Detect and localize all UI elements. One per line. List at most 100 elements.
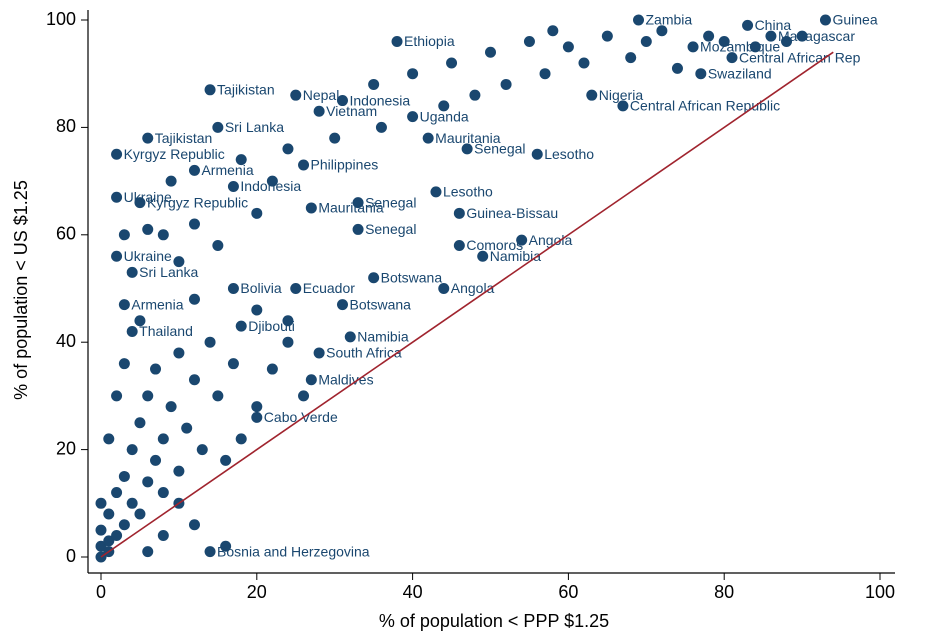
point-label: Comoros [466,237,523,253]
point [368,272,380,284]
point-label: Tajikistan [217,82,275,98]
point-label: Cabo Verde [264,409,338,425]
point [188,519,200,531]
point [188,164,200,176]
point [204,546,216,558]
point-label: Sri Lanka [139,264,198,280]
point [103,535,115,547]
point-label: Zambia [646,12,693,28]
point [336,299,348,311]
point-label: Djibouti [248,318,295,334]
point-label: Lesotho [443,184,493,200]
point-label: Sri Lanka [225,119,284,135]
point [687,41,699,53]
point-label: Philippines [311,157,379,173]
point [227,180,239,192]
point [251,207,263,219]
point-label: Armenia [201,162,253,178]
point [742,19,754,31]
point [165,175,177,187]
point-label: Namibia [490,248,542,264]
y-tick-label: 40 [56,331,76,351]
point-label: Thailand [139,323,193,339]
point [352,197,364,209]
point [196,444,208,456]
point [305,374,317,386]
point [212,121,224,133]
point [142,132,154,144]
point [188,374,200,386]
point [531,148,543,160]
point [142,546,154,558]
point [461,143,473,155]
point-label: Indonesia [240,178,301,194]
point [282,336,294,348]
point [142,390,154,402]
point [157,433,169,445]
point-label: Maldives [318,371,373,387]
point [344,331,356,343]
point [430,186,442,198]
point [173,256,185,268]
point [438,100,450,112]
point [313,347,325,359]
point [173,465,185,477]
point [188,293,200,305]
point [407,68,419,80]
point [142,223,154,235]
point [111,148,123,160]
point [368,78,380,90]
point [134,197,146,209]
x-tick-label: 60 [558,582,578,602]
point [126,325,138,337]
point [781,35,793,47]
point [407,111,419,123]
point [126,497,138,509]
point [422,132,434,144]
point [95,540,107,552]
point-label: Nigeria [599,87,644,103]
point [103,433,115,445]
point [142,476,154,488]
point [438,283,450,294]
point-label: Kyrgyz Republic [124,146,225,162]
y-tick-label: 80 [56,116,76,136]
point [165,401,177,413]
point [118,358,130,370]
point-label: Guinea [832,12,877,28]
point [150,454,162,466]
point [290,283,302,294]
point [118,519,130,531]
point [157,229,169,241]
point [188,218,200,230]
point [235,320,247,332]
point [313,105,325,117]
point [749,41,761,53]
point [111,487,123,499]
y-tick-label: 20 [56,438,76,458]
point [118,229,130,241]
x-tick-label: 80 [714,582,734,602]
point [329,132,341,144]
point-label: Botswana [349,296,411,312]
point [111,250,123,262]
point-label: Bosnia and Herzegovina [217,543,370,559]
point [562,41,574,53]
point [453,240,465,252]
x-tick-label: 20 [247,582,267,602]
point [695,68,707,80]
point [633,14,645,26]
point-label: Mauritania [318,200,384,216]
point-label: Central African Rep [739,49,861,65]
point [111,530,123,542]
point [181,422,193,434]
point-label: China [755,17,792,33]
point [204,336,216,348]
point-label: Tajikistan [155,130,213,146]
point-label: Senegal [365,221,416,237]
point [547,25,559,37]
point [765,30,777,42]
point [95,524,107,536]
